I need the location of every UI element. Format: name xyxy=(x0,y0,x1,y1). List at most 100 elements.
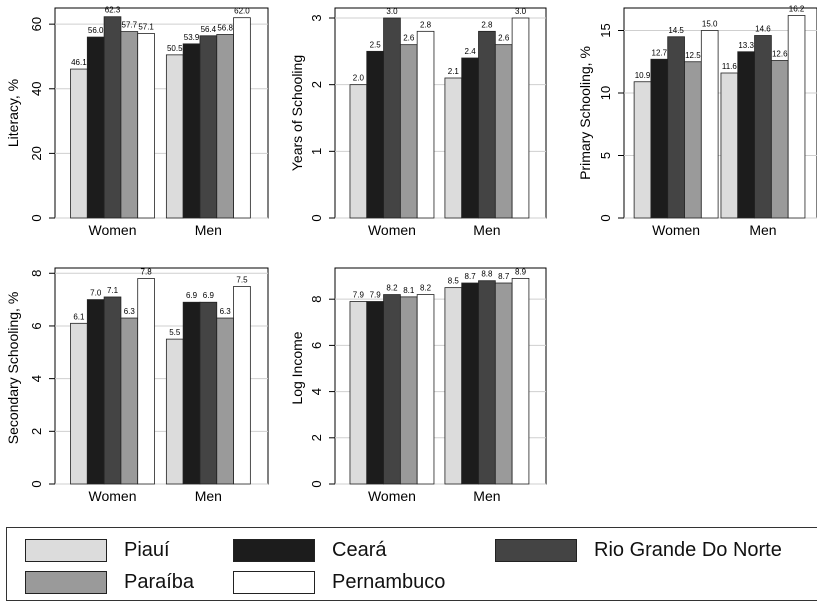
bar-pernambuco-men xyxy=(787,15,806,219)
data-label: 15.0 xyxy=(702,20,718,29)
legend-label-pernambuco: Pernambuco xyxy=(332,570,446,593)
bar-pernambuco-men xyxy=(511,17,530,219)
bar-ceara-men xyxy=(182,301,201,485)
y-tick-label: 4 xyxy=(29,375,44,382)
legend-swatch-rio-grande-do-norte xyxy=(495,538,577,562)
data-label: 2.8 xyxy=(481,20,493,29)
bar-piaui-women xyxy=(633,81,652,219)
data-label: 46.1 xyxy=(71,58,87,67)
y-tick-label: 0 xyxy=(309,214,324,221)
data-label: 8.7 xyxy=(498,272,510,281)
y-tick-label: 2 xyxy=(29,428,44,435)
bar-piaui-women xyxy=(349,84,368,219)
data-label: 8.8 xyxy=(481,270,493,279)
bar-paraiba-men xyxy=(770,60,789,219)
y-tick-label: 15 xyxy=(598,23,613,37)
x-category-label-women: Women xyxy=(89,488,137,504)
bar-paraiba-women xyxy=(684,61,702,219)
data-label: 12.6 xyxy=(772,50,788,59)
data-label: 6.3 xyxy=(124,307,136,316)
y-tick-label: 40 xyxy=(29,82,44,96)
bar-paraiba-men xyxy=(494,44,513,219)
chart-panel-log-income: 0 2 4 6 8 Log Income 7.9 7.9 8.2 8.1 8.2 Women 8.5 8.… xyxy=(289,267,547,504)
bar-pernambuco-women xyxy=(416,30,435,219)
chart-panel-secondary-schooling-: 0 2 4 6 8 Secondary Schooling, % 6.1 7.0 7.1 6.3 7… xyxy=(5,267,269,504)
data-label: 62.3 xyxy=(105,6,121,15)
bar-ceara-women xyxy=(650,58,669,219)
data-label: 7.1 xyxy=(107,286,119,295)
data-label: 14.5 xyxy=(668,26,684,35)
data-label: 8.5 xyxy=(448,277,460,286)
data-label: 8.2 xyxy=(386,284,398,293)
y-tick-label: 0 xyxy=(309,480,324,487)
bar-ceara-men xyxy=(461,57,479,219)
data-label: 13.3 xyxy=(738,41,754,50)
bar-piaui-women xyxy=(349,301,368,485)
legend-swatch-paraiba xyxy=(25,570,107,594)
bar-ceara-men xyxy=(461,282,479,485)
legend-swatch-ceara xyxy=(233,538,315,562)
bar-pernambuco-women xyxy=(416,294,435,485)
bar-ceara-women xyxy=(366,50,384,219)
bar-rio-grande-do-norte-women xyxy=(383,17,401,219)
y-axis-label: Secondary Schooling, % xyxy=(5,292,21,445)
bar-pernambuco-men xyxy=(233,17,251,219)
data-label: 53.9 xyxy=(184,33,200,42)
y-tick-label: 20 xyxy=(29,146,44,160)
bar-rio-grande-do-norte-men xyxy=(478,280,496,485)
legend-label-ceara: Ceará xyxy=(332,538,387,561)
data-label: 8.9 xyxy=(515,267,527,276)
data-label: 7.9 xyxy=(370,290,382,299)
bar-paraiba-men xyxy=(216,34,234,219)
data-label: 5.5 xyxy=(169,328,181,337)
y-tick-label: 3 xyxy=(309,14,324,21)
bar-pernambuco-men xyxy=(511,277,530,485)
data-label: 6.3 xyxy=(220,307,232,316)
x-category-label-men: Men xyxy=(195,488,222,504)
bar-piaui-women xyxy=(70,322,88,485)
legend-label-piaui: Piauí xyxy=(124,538,170,561)
y-axis-label: Log Income xyxy=(289,331,305,404)
y-tick-label: 2 xyxy=(309,434,324,441)
data-label: 2.8 xyxy=(420,20,432,29)
y-tick-label: 6 xyxy=(29,322,44,329)
data-label: 62.0 xyxy=(234,7,250,16)
legend-item-paraiba: Paraíba xyxy=(25,570,194,594)
data-label: 56.4 xyxy=(201,25,217,34)
data-label: 8.2 xyxy=(420,284,432,293)
data-label: 12.5 xyxy=(685,51,701,60)
data-label: 57.7 xyxy=(122,21,138,30)
bar-rio-grande-do-norte-women xyxy=(667,36,685,219)
data-label: 57.1 xyxy=(138,23,154,32)
data-label: 6.9 xyxy=(186,291,198,300)
x-category-label-men: Men xyxy=(473,222,500,238)
bar-paraiba-women xyxy=(120,31,139,219)
y-tick-label: 0 xyxy=(29,214,44,221)
legend-item-piaui: Piauí xyxy=(25,538,170,562)
bar-rio-grande-do-norte-men xyxy=(478,30,496,219)
x-category-label-men: Men xyxy=(195,222,222,238)
bar-ceara-men xyxy=(182,43,201,219)
bar-ceara-women xyxy=(86,36,105,219)
bar-ceara-men xyxy=(737,51,755,219)
bar-piaui-women xyxy=(70,68,88,219)
data-label: 6.1 xyxy=(73,312,85,321)
data-label: 16.2 xyxy=(789,5,805,14)
bar-pernambuco-women xyxy=(137,278,155,485)
data-label: 3.0 xyxy=(386,7,398,16)
bar-piaui-men xyxy=(444,77,463,219)
bar-ceara-women xyxy=(86,299,105,485)
y-axis-label: Primary Schooling, % xyxy=(577,46,593,180)
data-label: 56.8 xyxy=(217,23,233,32)
data-label: 2.0 xyxy=(353,74,365,83)
bar-paraiba-men xyxy=(494,282,513,485)
bar-paraiba-women xyxy=(120,317,139,485)
bar-pernambuco-women xyxy=(700,30,719,219)
x-category-label-men: Men xyxy=(473,488,500,504)
y-tick-label: 8 xyxy=(309,296,324,303)
x-category-label-women: Women xyxy=(368,222,416,238)
legend-label-rio-grande-do-norte: Rio Grande Do Norte xyxy=(594,538,782,561)
data-label: 2.6 xyxy=(403,34,415,43)
data-label: 2.6 xyxy=(498,34,510,43)
